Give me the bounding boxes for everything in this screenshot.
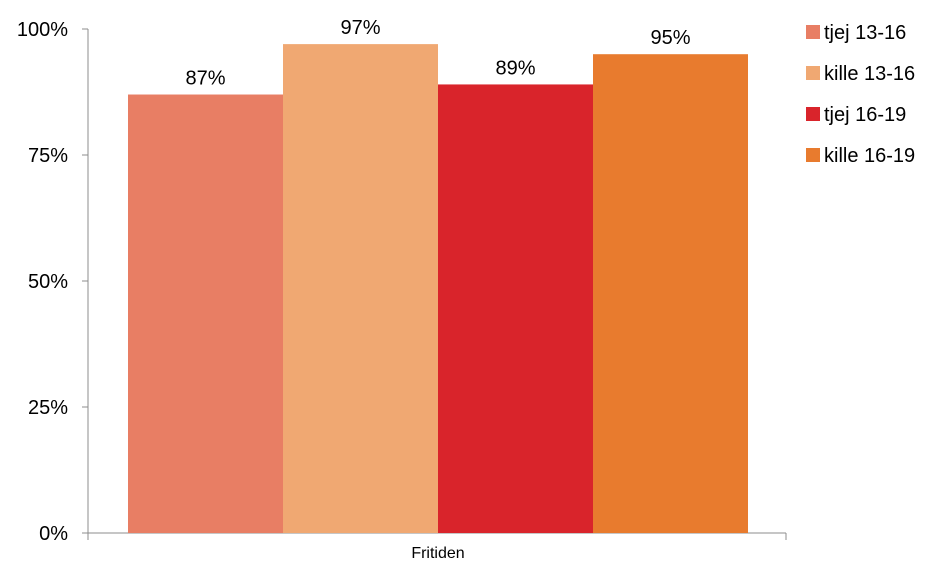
bar-value-label: 95% bbox=[650, 27, 690, 49]
y-tick-label: 25% bbox=[28, 397, 68, 419]
bar-value-label: 87% bbox=[185, 68, 225, 90]
legend-label: tjej 16-19 bbox=[824, 104, 906, 126]
bar-value-label: 89% bbox=[495, 57, 535, 79]
legend-swatch bbox=[806, 107, 820, 121]
legend-label: kille 13-16 bbox=[824, 63, 915, 85]
legend-label: tjej 13-16 bbox=[824, 22, 906, 44]
legend-label: kille 16-19 bbox=[824, 145, 915, 167]
bar-tjej-13-16 bbox=[128, 94, 283, 534]
y-tick-label: 50% bbox=[28, 271, 68, 293]
bar-kille-16-19 bbox=[593, 54, 748, 533]
y-tick-label: 0% bbox=[39, 523, 68, 545]
y-tick-label: 100% bbox=[17, 19, 68, 41]
chart-legend: tjej 13-16 kille 13-16 tjej 16-19 kille 16-… bbox=[806, 22, 915, 167]
y-tick-label: 75% bbox=[28, 145, 68, 167]
bar-kille-13-16 bbox=[283, 44, 438, 534]
legend-swatch bbox=[806, 66, 820, 80]
legend-swatch bbox=[806, 148, 820, 162]
x-category-label: Fritiden bbox=[411, 545, 464, 562]
bar-tjej-16-19 bbox=[438, 84, 593, 533]
legend-swatch bbox=[806, 25, 820, 39]
bar-value-label: 97% bbox=[340, 17, 380, 39]
chart-data-labels: 87% 97% 89% 95% bbox=[185, 17, 690, 89]
chart-bars bbox=[128, 44, 748, 534]
